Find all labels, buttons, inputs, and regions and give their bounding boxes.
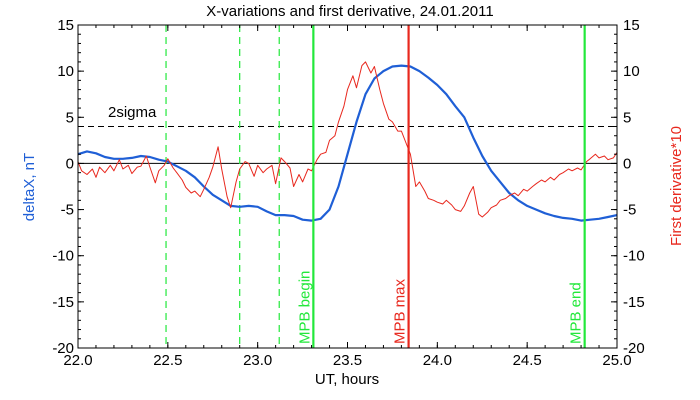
y-tick-label-right: 10 [623,63,640,80]
x-tick-label: 22.0 [63,352,92,369]
x-axis-label: UT, hours [315,371,379,388]
y-tick-label-left: 0 [66,155,74,172]
y-tick-label-right: 5 [623,109,631,126]
derivative-series-line [77,61,618,218]
y-tick-label-left: -5 [61,202,74,219]
series-layer [77,61,618,222]
ticks-layer: 22.0 22.5 23.0 23.5 24.0 24.5 25.0 15 15 10 10 5 5 0 0… [52,17,644,369]
x-tick-label: 23.5 [333,352,362,369]
y-tick-label-right: 0 [623,155,631,172]
x-tick-label: 25.0 [602,352,631,369]
y-axis-label-left: deltaX, nT [21,153,38,221]
mpb-end-label: MPB end [568,282,585,344]
y-tick-label-left: -10 [52,248,74,265]
y-tick-label-left: -15 [52,294,74,311]
sigma-label: 2sigma [108,104,157,121]
y-tick-label-left: -20 [52,340,74,357]
y-tick-label-left: 5 [66,109,74,126]
x-tick-label: 24.5 [513,352,542,369]
y-tick-label-right: -20 [623,340,645,357]
reference-lines [78,25,617,348]
mpb-begin-label: MPB begin [296,271,313,344]
mpb-max-label: MPB max [392,278,409,344]
y-tick-label-right: -10 [623,248,645,265]
x-tick-label: 24.0 [423,352,452,369]
x-tick-label: 23.0 [243,352,272,369]
y-tick-label-left: 10 [57,63,74,80]
x-tick-label: 22.5 [153,352,182,369]
deltax-series-line [77,64,618,222]
y-tick-label-right: -15 [623,294,645,311]
plot-frame [77,24,618,349]
event-lines: MPB begin MPB max MPB end [296,25,586,348]
y-tick-label-right: -5 [623,202,636,219]
chart-title: X-variations and first derivative, 24.01… [206,3,493,20]
y-tick-label-left: 15 [57,17,74,34]
y-tick-label-right: 15 [623,17,640,34]
y-axis-label-right: First derivative*10 [668,126,685,246]
